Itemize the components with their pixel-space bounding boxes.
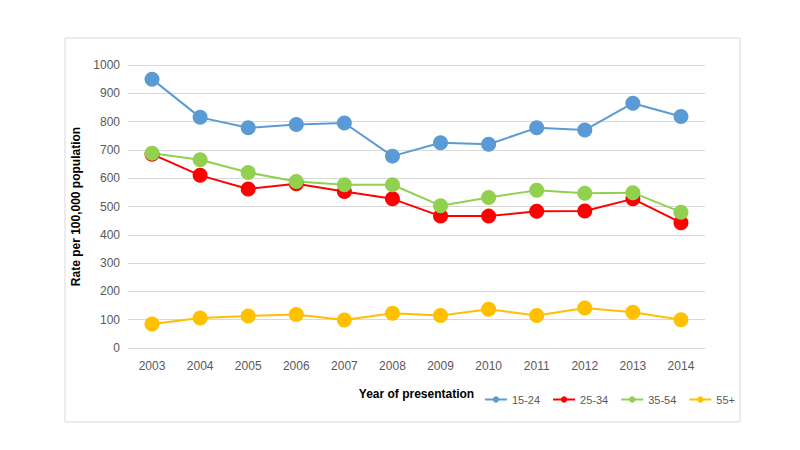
svg-text:0: 0 [113,341,120,355]
svg-text:2009: 2009 [427,359,454,373]
svg-text:100: 100 [100,313,120,327]
svg-text:600: 600 [100,171,120,185]
svg-text:2014: 2014 [668,359,695,373]
svg-text:15-24: 15-24 [512,394,540,406]
svg-text:25-34: 25-34 [580,394,608,406]
svg-text:400: 400 [100,228,120,242]
svg-text:Rate per 100,000 population: Rate per 100,000 population [69,127,83,286]
svg-text:2011: 2011 [524,359,550,373]
svg-text:2006: 2006 [283,359,310,373]
svg-text:2008: 2008 [379,359,406,373]
svg-text:2010: 2010 [475,359,502,373]
svg-text:2003: 2003 [139,359,166,373]
svg-text:35-54: 35-54 [648,394,676,406]
svg-text:2012: 2012 [571,359,598,373]
svg-text:900: 900 [100,86,120,100]
svg-text:2005: 2005 [235,359,262,373]
svg-text:800: 800 [100,115,120,129]
svg-text:2013: 2013 [620,359,647,373]
svg-text:55+: 55+ [716,394,735,406]
svg-text:500: 500 [100,200,120,214]
svg-text:2004: 2004 [187,359,214,373]
svg-text:Year of presentation: Year of presentation [359,387,474,401]
svg-text:300: 300 [100,256,120,270]
svg-text:2007: 2007 [331,359,358,373]
svg-text:200: 200 [100,284,120,298]
svg-text:700: 700 [100,143,120,157]
svg-text:1000: 1000 [93,58,120,72]
